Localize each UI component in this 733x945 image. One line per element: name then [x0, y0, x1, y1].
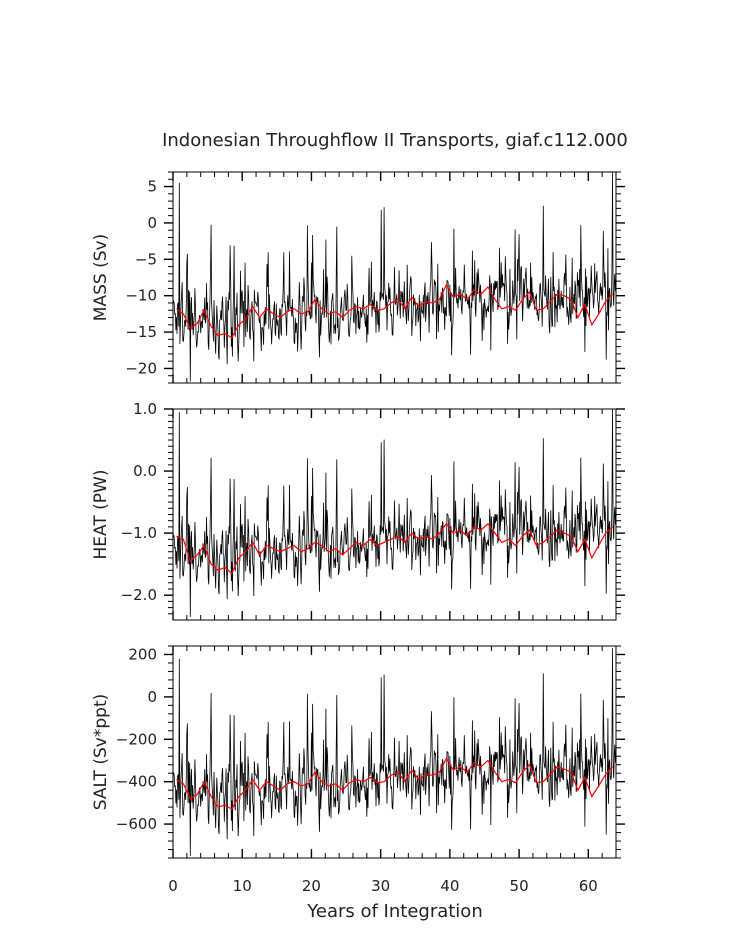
y-axis-label: HEAT (PW): [91, 470, 111, 560]
y-tick-label: −20: [125, 359, 157, 377]
annual-mean-line: [176, 757, 613, 811]
y-tick-label: −200: [116, 730, 157, 748]
monthly-transport-line: [172, 171, 616, 382]
x-tick-label: 0: [168, 877, 178, 895]
mass-panel: 5 0 −5 −10 −15 −20 MASS (Sv): [91, 171, 625, 384]
monthly-transport-line: [172, 408, 616, 617]
y-tick-label: 0: [147, 214, 157, 232]
annual-mean-line: [176, 283, 613, 339]
x-tick-label: 20: [302, 877, 321, 895]
monthly-transport-line: [172, 648, 616, 856]
y-axis-label: MASS (Sv): [91, 234, 111, 321]
annual-mean-line: [176, 522, 613, 575]
x-tick-label: 30: [371, 877, 390, 895]
x-tick-label: 60: [579, 877, 598, 895]
y-tick-label: −15: [125, 323, 157, 341]
y-axis-label: SALT (Sv*ppt): [91, 694, 111, 811]
y-tick-label: −10: [125, 287, 157, 305]
y-tick-label: 1.0: [133, 400, 157, 418]
x-axis-label: Years of Integration: [306, 901, 482, 922]
chart-title: Indonesian Throughflow II Transports, gi…: [162, 130, 628, 151]
y-tick-label: 5: [147, 178, 157, 196]
x-tick-label: 50: [510, 877, 529, 895]
y-tick-label: −2.0: [121, 586, 157, 604]
x-tick-label: 10: [233, 877, 252, 895]
y-tick-label: 200: [128, 645, 157, 663]
y-tick-label: −600: [116, 815, 157, 833]
y-tick-label: 0: [147, 688, 157, 706]
heat-panel: 1.0 0.0 −1.0 −2.0 HEAT (PW): [91, 400, 625, 621]
y-tick-label: −5: [135, 250, 157, 268]
y-tick-label: 0.0: [133, 462, 157, 480]
y-tick-label: −1.0: [121, 524, 157, 542]
x-tick-label: 40: [440, 877, 459, 895]
y-tick-label: −400: [116, 773, 157, 791]
salt-panel: 0 10 20 30 40 50 60 200 0 −200 −400 −600 SALT (Sv*pp…: [91, 645, 625, 895]
